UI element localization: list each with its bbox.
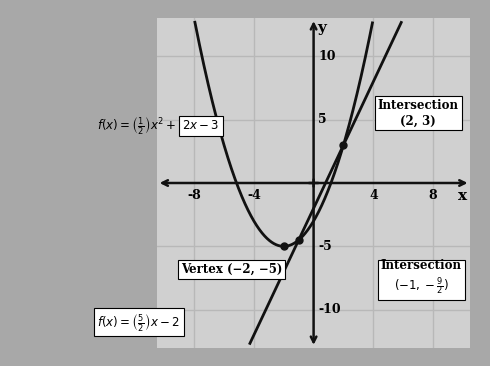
Text: $2x - 3$: $2x - 3$ bbox=[182, 119, 220, 132]
Text: 4: 4 bbox=[369, 189, 378, 202]
Text: 8: 8 bbox=[429, 189, 438, 202]
Text: 5: 5 bbox=[318, 113, 327, 126]
Text: 10: 10 bbox=[318, 50, 336, 63]
Text: y: y bbox=[318, 21, 326, 35]
Text: -5: -5 bbox=[318, 240, 332, 253]
Text: Intersection
(2, 3): Intersection (2, 3) bbox=[378, 99, 459, 127]
Text: x: x bbox=[458, 189, 467, 203]
Text: Intersection
$(-1, -\frac{9}{2})$: Intersection $(-1, -\frac{9}{2})$ bbox=[381, 259, 462, 297]
Text: -8: -8 bbox=[187, 189, 201, 202]
Text: $f(x) = \left(\frac{1}{2}\right) x^2 +$: $f(x) = \left(\frac{1}{2}\right) x^2 +$ bbox=[97, 116, 176, 137]
Text: $f(x) = \left(\frac{5}{2}\right) x - 2$: $f(x) = \left(\frac{5}{2}\right) x - 2$ bbox=[97, 312, 180, 333]
Text: -10: -10 bbox=[318, 303, 341, 316]
Text: Vertex (−2, −5): Vertex (−2, −5) bbox=[181, 263, 282, 276]
Text: -4: -4 bbox=[247, 189, 261, 202]
